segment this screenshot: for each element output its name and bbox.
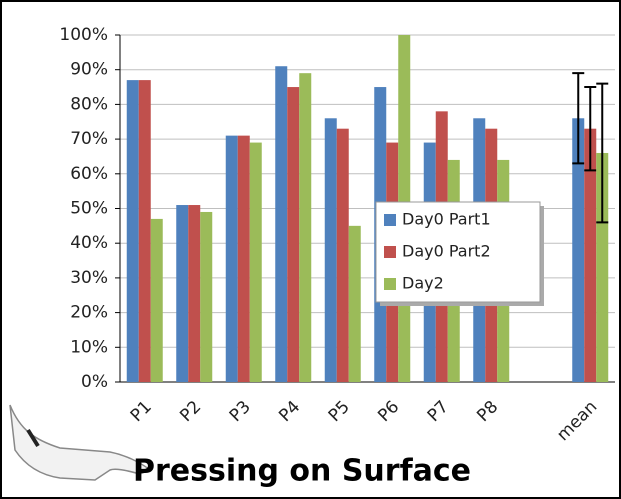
y-tick-label: 0% (81, 372, 108, 392)
legend-swatch (384, 246, 396, 258)
y-tick-label: 10% (70, 337, 108, 357)
y-tick-label: 80% (70, 94, 108, 114)
bar (127, 80, 139, 382)
bar (250, 143, 262, 382)
legend-swatch (384, 278, 396, 290)
bar (200, 212, 212, 382)
y-tick-label: 100% (59, 25, 108, 45)
bar (151, 219, 163, 382)
y-tick-label: 20% (70, 303, 108, 323)
y-tick-label: 70% (70, 129, 108, 149)
legend-label: Day0 Part2 (402, 242, 491, 261)
bar (299, 73, 311, 382)
bar (287, 87, 299, 382)
y-tick-label: 60% (70, 164, 108, 184)
y-tick-label: 50% (70, 199, 108, 219)
legend-label: Day0 Part1 (402, 210, 491, 229)
bar (238, 136, 250, 382)
legend-label: Day2 (402, 274, 444, 293)
chart: Pressing on Surface 0% 10% 20% 30% 40% 50% 60%… (0, 0, 621, 499)
bar (188, 205, 200, 382)
legend-swatch (384, 214, 396, 226)
bar (337, 129, 349, 382)
bar (349, 226, 361, 382)
bar (176, 205, 188, 382)
bar (139, 80, 151, 382)
bar (226, 136, 238, 382)
bar (325, 118, 337, 382)
bar (275, 66, 287, 382)
y-tick-label: 90% (70, 60, 108, 80)
y-tick-label: 40% (70, 233, 108, 253)
chart-title: Pressing on Surface (133, 454, 471, 489)
y-tick-label: 30% (70, 268, 108, 288)
